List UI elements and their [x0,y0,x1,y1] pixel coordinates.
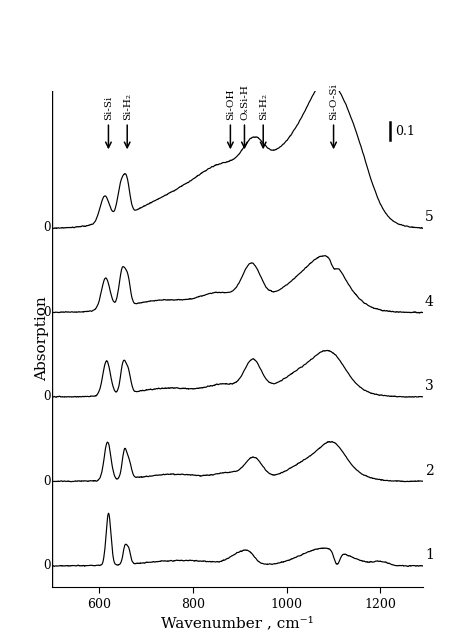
Text: Si-H₂: Si-H₂ [123,94,132,120]
Text: 4: 4 [425,295,434,309]
Text: 0: 0 [43,222,50,234]
Text: Si-O-Si: Si-O-Si [329,83,338,120]
Text: Si-OH: Si-OH [226,89,235,120]
Text: Si-Si: Si-Si [104,96,113,120]
X-axis label: Wavenumber , cm⁻¹: Wavenumber , cm⁻¹ [161,616,314,630]
Text: 0: 0 [43,390,50,403]
Text: 0.1: 0.1 [395,125,415,138]
Text: 0: 0 [43,559,50,573]
Text: 1: 1 [425,548,434,562]
Text: 0: 0 [43,306,50,319]
Text: 2: 2 [425,464,434,478]
Y-axis label: Absorption: Absorption [36,296,49,381]
Text: OₓSi-H: OₓSi-H [240,85,249,120]
Text: 5: 5 [425,210,434,224]
Text: Si-H₂: Si-H₂ [259,94,268,120]
Text: 3: 3 [425,380,434,394]
Text: 0: 0 [43,475,50,488]
